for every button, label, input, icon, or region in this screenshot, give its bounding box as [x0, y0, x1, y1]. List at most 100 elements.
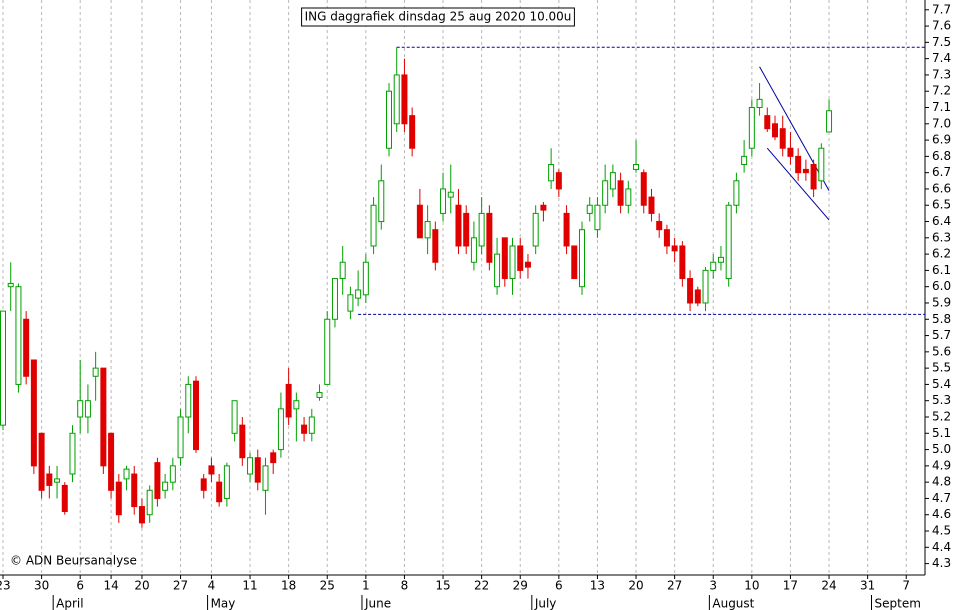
x-tick-label: 1: [362, 579, 370, 593]
x-tick-label: 7: [902, 579, 910, 593]
candle-body: [185, 383, 192, 418]
candle-body: [92, 367, 99, 377]
y-tick-label: 5.8: [932, 312, 951, 326]
candle-body: [818, 147, 825, 182]
y-tick-label: 5.4: [932, 377, 951, 391]
candle-body: [100, 367, 107, 467]
y-tick-label: 5.5: [932, 361, 951, 375]
x-tick-label: 3: [709, 579, 717, 593]
x-tick-label: 8: [401, 579, 409, 593]
y-tick-label: 6.3: [932, 230, 951, 244]
candle-body: [77, 400, 84, 418]
candle-body: [69, 432, 76, 475]
x-tick-label: 20: [134, 579, 149, 593]
y-tick-label: 7.3: [932, 67, 951, 81]
candle-body: [115, 481, 122, 516]
candle-body: [494, 253, 501, 288]
candle-body: [532, 212, 539, 247]
candle-body: [717, 256, 724, 263]
candle-body: [571, 245, 578, 280]
candle-body: [308, 416, 315, 434]
title-box: [301, 7, 575, 27]
candle-body: [772, 123, 778, 138]
month-label: August: [712, 597, 754, 610]
candle-body: [779, 128, 786, 149]
y-tick-label: 6.8: [932, 149, 951, 163]
candle-body: [386, 90, 392, 149]
candle-body: [802, 168, 809, 174]
candle-body: [378, 180, 385, 223]
candle-body: [663, 229, 670, 247]
candle-body: [138, 506, 145, 524]
candle-body: [38, 432, 45, 491]
x-tick-label: 13: [590, 579, 605, 593]
candle-body: [277, 408, 284, 451]
y-tick-label: 6.7: [932, 165, 951, 179]
candle-body: [656, 221, 663, 231]
candle-body: [633, 164, 640, 170]
candle-body: [648, 196, 655, 214]
candle-body: [710, 261, 717, 271]
candle-body: [355, 289, 362, 299]
x-tick-label: 29: [513, 579, 528, 593]
candle-body: [424, 221, 431, 239]
candle-body: [30, 359, 37, 467]
candle-body: [440, 188, 447, 214]
candle-body: [509, 245, 516, 280]
y-tick-label: 5.7: [932, 328, 951, 342]
candle-body: [563, 212, 570, 247]
y-tick-label: 6.4: [932, 214, 951, 228]
y-tick-label: 4.7: [932, 491, 951, 505]
x-tick-label: 15: [435, 579, 450, 593]
candle-body: [401, 74, 408, 125]
y-tick-label: 7.6: [932, 19, 951, 33]
x-tick-label: 11: [242, 579, 257, 593]
y-tick-label: 4.8: [932, 475, 951, 489]
candle-body: [200, 478, 207, 491]
candle-body: [625, 188, 632, 206]
y-tick-label: 6.9: [932, 133, 951, 147]
candle-body: [594, 204, 601, 231]
candle-body: [370, 204, 377, 247]
candle-body: [741, 155, 748, 166]
month-label: May: [211, 597, 236, 610]
candle-body: [725, 204, 732, 280]
candle-body: [247, 457, 254, 475]
month-label: July: [534, 597, 557, 610]
x-tick-label: 6: [555, 579, 563, 593]
candle-body: [470, 237, 477, 263]
candle-body: [324, 318, 331, 385]
candle-body: [362, 261, 369, 296]
candle-body: [146, 489, 153, 516]
candle-body: [810, 164, 817, 190]
candle-body: [555, 172, 562, 190]
x-tick-label: 6: [76, 579, 84, 593]
candle-body: [301, 424, 308, 434]
y-tick-label: 5.1: [932, 426, 951, 440]
y-tick-label: 6.0: [932, 279, 951, 293]
chart-title: ING daggrafiek dinsdag 25 aug 2020 10.00…: [305, 10, 572, 24]
candle-body: [795, 155, 802, 174]
candle-body: [517, 245, 524, 271]
x-tick-label: 25: [320, 579, 335, 593]
y-tick-label: 5.6: [932, 344, 951, 358]
trend-line: [766, 147, 830, 221]
month-label: April: [56, 597, 83, 610]
y-tick-label: 7.7: [932, 2, 951, 16]
candle-body: [609, 172, 616, 190]
candle-body: [7, 282, 14, 288]
y-tick-label: 4.3: [932, 556, 951, 570]
y-tick-label: 5.2: [932, 409, 951, 423]
candle-body: [694, 289, 701, 304]
candle-body: [579, 229, 585, 288]
candle-body: [748, 107, 755, 149]
y-tick-label: 6.5: [932, 198, 951, 212]
y-tick-label: 7.4: [932, 51, 951, 65]
candle-body: [671, 245, 678, 252]
candle-body: [679, 245, 686, 280]
candle-body: [548, 164, 555, 182]
candle-body: [231, 400, 238, 434]
candle-body: [239, 424, 246, 459]
candle-body: [131, 473, 138, 508]
month-label: Septem: [875, 597, 921, 610]
